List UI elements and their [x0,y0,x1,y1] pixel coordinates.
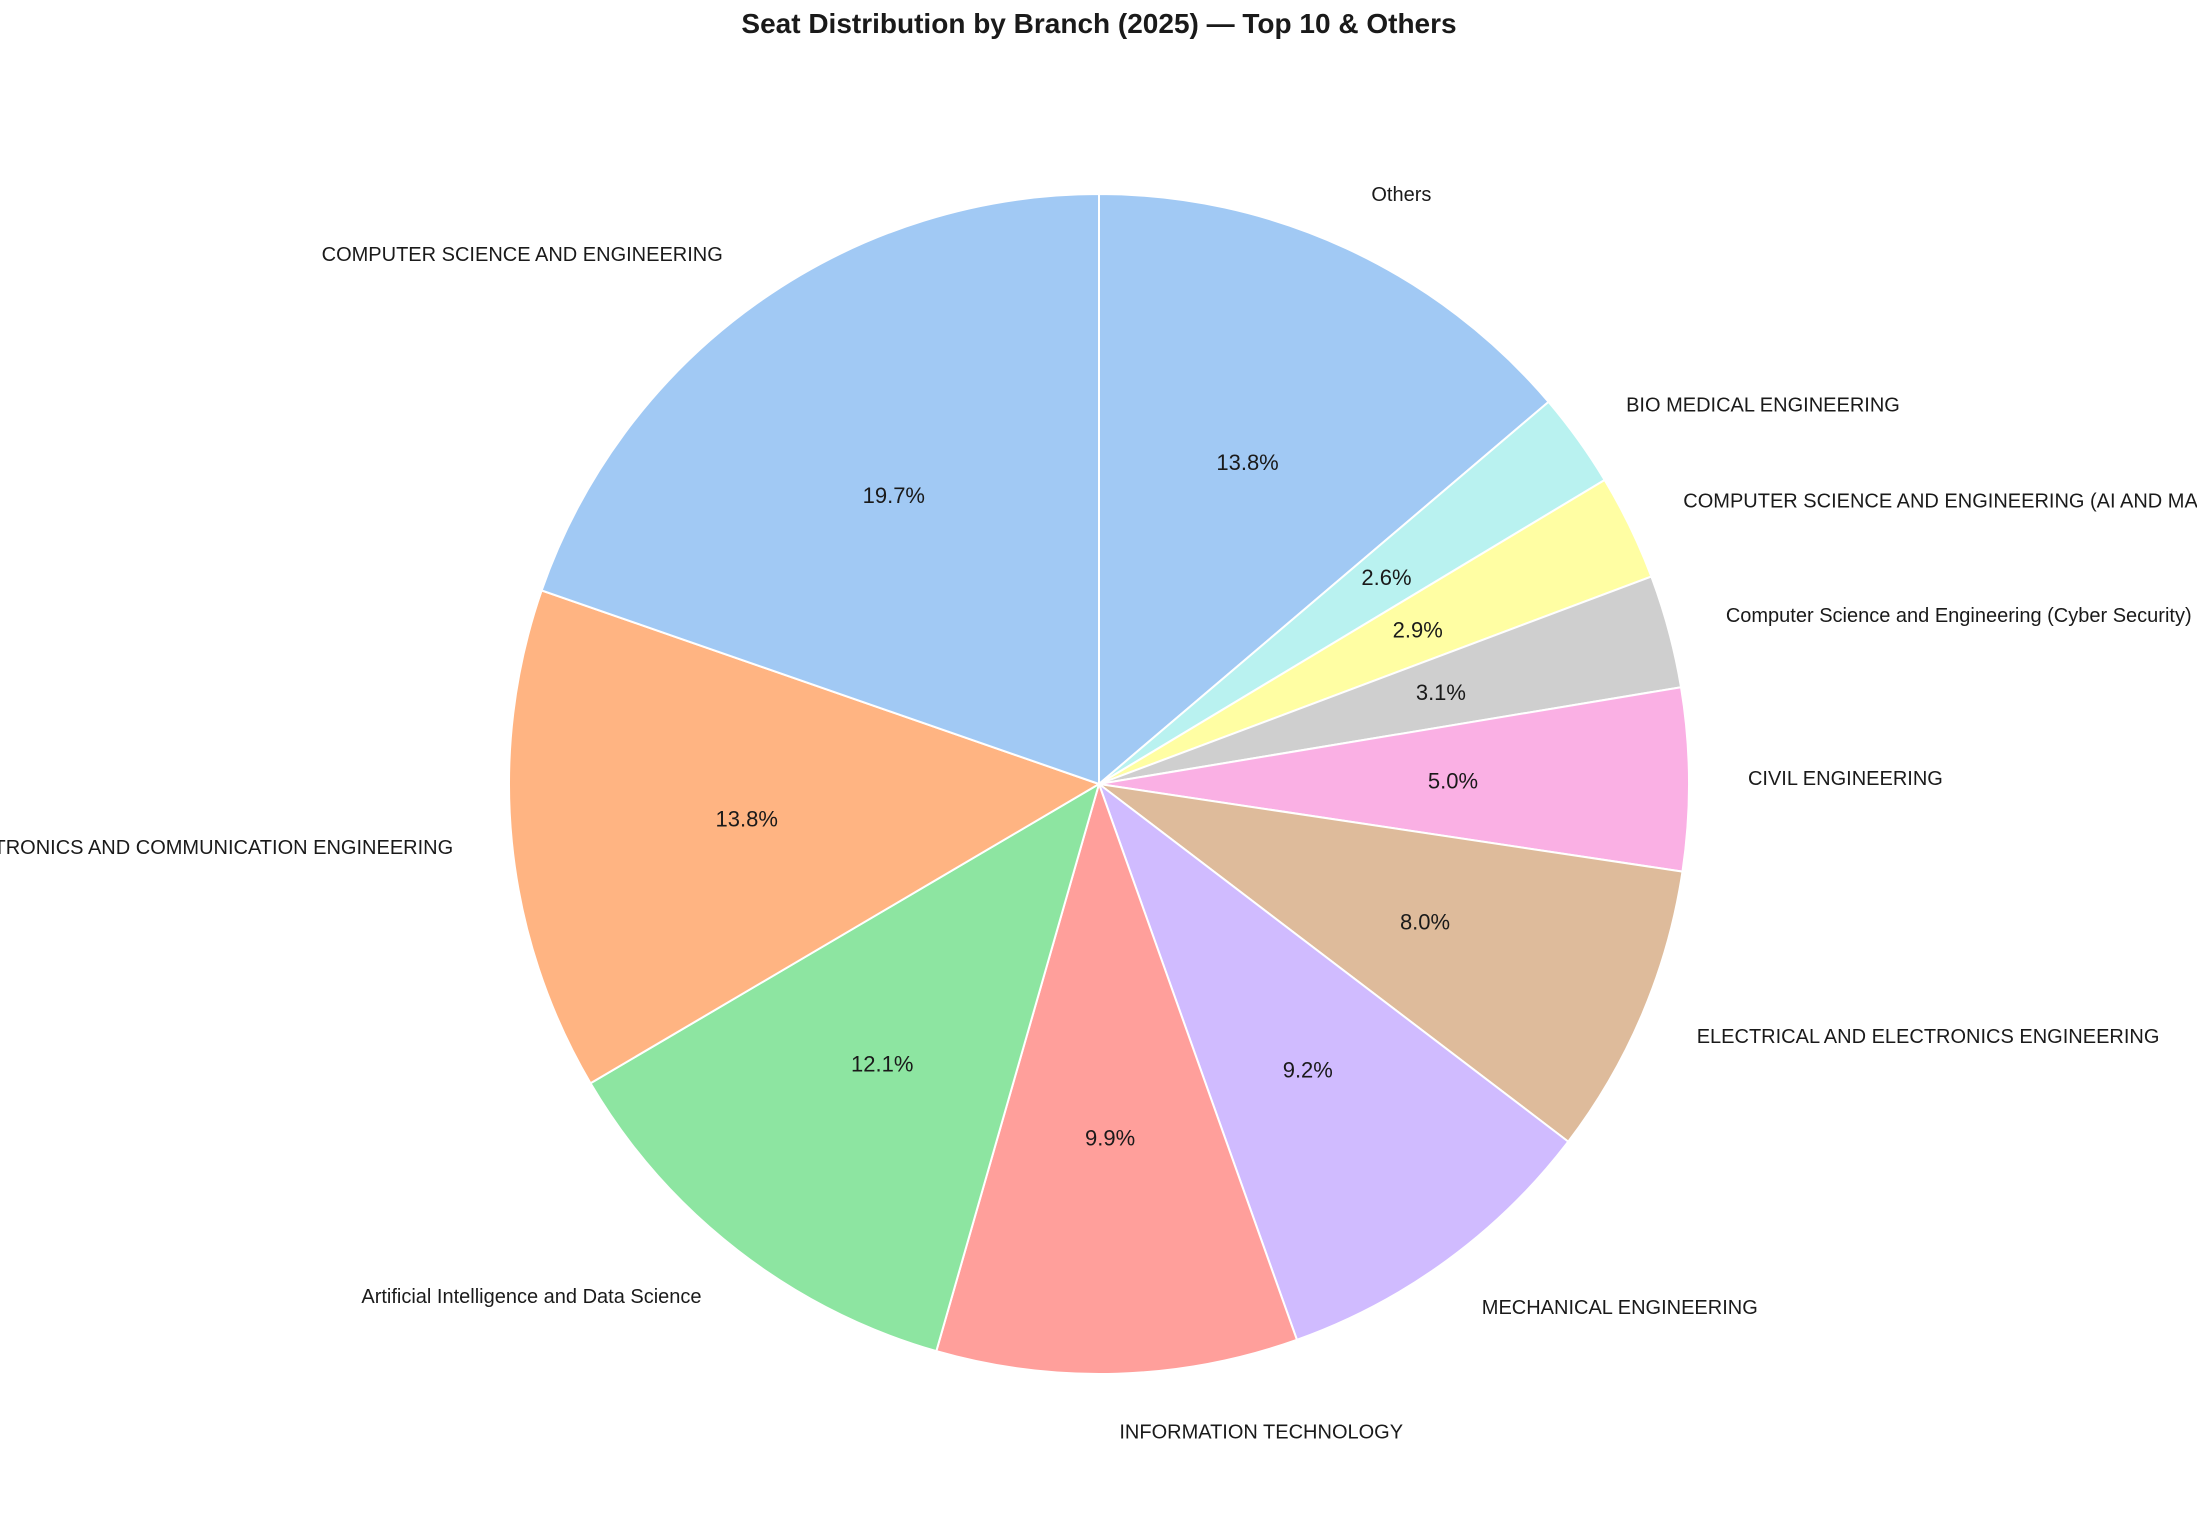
category-label-civil-engineering: CIVIL ENGINEERING [1748,768,1943,790]
category-label-electrical-and-electronics-engineering: ELECTRICAL AND ELECTRONICS ENGINEERING [1697,1026,2160,1048]
percent-label-bio-medical-engineering-1: 2.6% [1361,565,1411,590]
percent-label-electrical-and-electronics-engineering-5: 8.0% [1400,909,1450,934]
category-label-others: Others [1371,184,1431,206]
category-label-mechanical-engineering: MECHANICAL ENGINEERING [1482,1297,1758,1319]
percent-label-information-technology-7: 9.9% [1085,1125,1135,1150]
percent-label-computer-science-and-engineering-10: 19.7% [863,483,925,508]
category-label-electronics-and-communication-engineering: ELECTRONICS AND COMMUNICATION ENGINEERIN… [0,837,453,859]
percent-labels: 13.8% 2.6% 2.9% 3.1% 5.0% 8.0% 9.2% 9.9% 12.1% 13… [716,450,1479,1150]
pie-slice-civil-engineering-4 [1098,686,1690,873]
pie-slice-others-0 [1098,192,1550,787]
pie-slice-artificial-intelligence-and-data-science-8 [589,781,1101,1353]
category-label-computer-science-and-engineering: COMPUTER SCIENCE AND ENGINEERING [322,244,723,266]
category-label-bio-medical-engineering: BIO MEDICAL ENGINEERING [1626,394,1900,416]
category-label-computer-science-and-engineering-ai-and-machine-learning: COMPUTER SCIENCE AND ENGINEERING (AI AND… [1683,490,2197,512]
percent-label-computer-science-and-engineering-ai-and-machine-learning-2: 2.9% [1393,617,1443,642]
category-labels: Others BIO MEDICAL ENGINEERING COMPUTER SC… [0,184,2197,1444]
category-label-artificial-intelligence-and-data-science: Artificial Intelligence and Data Science [361,1286,701,1308]
category-label-computer-science-and-engineering-cyber-security: Computer Science and Engineering (Cyber … [1726,605,2192,627]
chart-title: Seat Distribution by Branch (2025) — Top… [741,8,1456,39]
percent-label-electronics-and-communication-engineering-9: 13.8% [716,806,778,831]
percent-label-civil-engineering-4: 5.0% [1428,769,1478,794]
pie-slice-computer-science-and-engineering-10 [540,192,1100,786]
percent-label-mechanical-engineering-6: 9.2% [1283,1057,1333,1082]
pie-slice-electrical-and-electronics-engineering-5 [1098,783,1684,1144]
pie-slices [507,192,1690,1375]
pie-slice-mechanical-engineering-6 [1096,781,1570,1342]
pie-slice-electronics-and-communication-engineering-9 [507,589,1102,1085]
pie-slice-information-technology-7 [935,780,1299,1375]
category-label-information-technology: INFORMATION TECHNOLOGY [1119,1422,1403,1444]
percent-label-computer-science-and-engineering-cyber-security-3: 3.1% [1416,680,1466,705]
percent-label-others-0: 13.8% [1216,450,1278,475]
percent-label-artificial-intelligence-and-data-science-8: 12.1% [851,1051,913,1076]
